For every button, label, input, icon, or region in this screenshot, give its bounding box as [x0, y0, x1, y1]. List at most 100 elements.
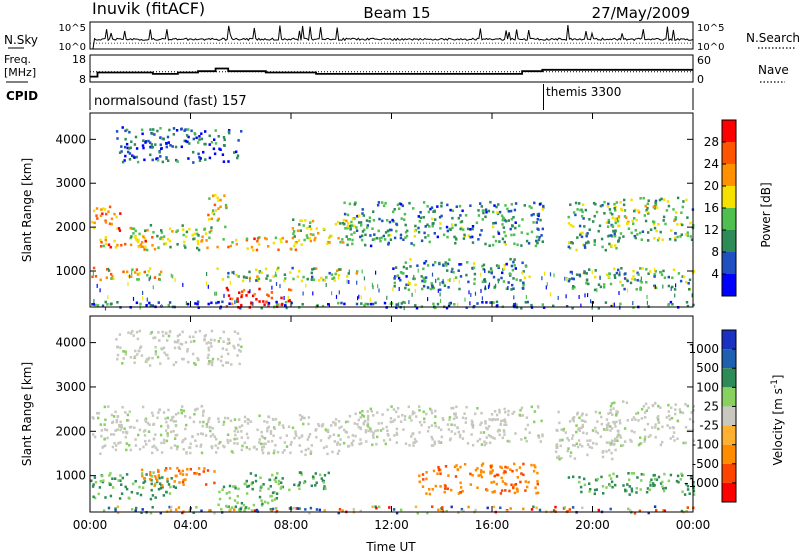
velocity-cell	[607, 422, 610, 425]
velocity-cell	[250, 509, 254, 512]
power-cell	[492, 235, 495, 239]
velocity-cell	[612, 443, 615, 446]
velocity-cell	[189, 451, 192, 455]
velocity-cell	[480, 469, 483, 472]
power-cell	[581, 210, 584, 214]
velocity-cell	[134, 509, 137, 512]
power-cell	[365, 219, 369, 222]
power-cell	[222, 136, 226, 139]
velocity-cell	[135, 419, 139, 422]
power-cell	[185, 235, 188, 238]
velocity-cell	[669, 473, 673, 477]
power-cell	[438, 261, 441, 265]
power-cell	[136, 278, 139, 281]
power-cell	[570, 241, 573, 244]
velocity-colorbar-swatch	[722, 387, 736, 407]
velocity-cell	[522, 473, 525, 477]
power-cell	[208, 218, 211, 221]
power-cell	[312, 233, 315, 237]
velocity-cell	[569, 454, 572, 458]
power-cell	[626, 222, 629, 225]
velocity-cell	[615, 414, 618, 417]
velocity-cell	[469, 483, 472, 486]
power-noise-cell	[639, 286, 641, 291]
power-noise-cell	[275, 282, 278, 286]
power-noise-cell	[484, 268, 486, 273]
power-cell	[204, 232, 208, 235]
velocity-cell	[114, 477, 117, 480]
power-cell	[604, 301, 608, 304]
power-cell	[646, 210, 649, 214]
power-cell	[227, 160, 230, 163]
velocity-cell	[392, 408, 396, 411]
power-cell	[171, 230, 174, 233]
velocity-cell	[217, 340, 220, 343]
power-cell	[405, 267, 408, 270]
velocity-cell	[238, 418, 241, 421]
velocity-cell	[230, 363, 233, 366]
power-cell	[186, 140, 189, 144]
power-cell	[521, 261, 524, 265]
power-cell	[403, 218, 406, 221]
power-cell	[684, 233, 688, 236]
power-cell	[211, 194, 215, 198]
velocity-cell	[439, 428, 443, 432]
power-cell	[102, 207, 105, 210]
velocity-cell	[615, 475, 619, 478]
velocity-cell	[495, 413, 499, 417]
velocity-cell	[258, 441, 261, 444]
velocity-cell	[464, 417, 468, 420]
velocity-cell	[484, 422, 487, 425]
power-cell	[126, 270, 129, 274]
power-cell	[681, 275, 684, 278]
velocity-cell	[118, 333, 122, 336]
power-cell	[400, 217, 403, 220]
power-cell	[412, 207, 415, 210]
velocity-cell	[642, 473, 645, 476]
velocity-cell	[274, 476, 278, 480]
nsearch-tick-bottom: 10^0	[697, 42, 724, 53]
velocity-cell	[328, 435, 332, 438]
power-cell	[585, 241, 588, 245]
velocity-cell	[210, 363, 214, 367]
velocity-cell	[194, 439, 197, 442]
velocity-cell	[178, 469, 181, 473]
power-cell	[541, 303, 544, 306]
power-cell	[180, 128, 183, 131]
velocity-cell	[372, 431, 375, 435]
velocity-cell	[491, 469, 494, 472]
power-cell	[93, 209, 96, 213]
velocity-cell	[649, 434, 652, 437]
power-cell	[151, 304, 155, 307]
velocity-cell	[628, 478, 631, 482]
velocity-cell	[124, 435, 127, 439]
velocity-cell	[350, 442, 353, 445]
power-cell	[216, 196, 219, 200]
power-cell	[346, 213, 350, 217]
velocity-cell	[470, 419, 474, 423]
velocity-cell	[172, 363, 175, 367]
power-cell	[500, 214, 504, 218]
velocity-cell	[397, 415, 400, 418]
power-cell	[455, 238, 458, 241]
power-cell	[644, 204, 647, 208]
velocity-cell	[426, 511, 429, 515]
velocity-cell	[152, 471, 155, 474]
power-cell	[120, 150, 123, 153]
power-cell	[579, 208, 582, 212]
power-cell	[372, 218, 376, 222]
power-noise-cell	[149, 275, 151, 280]
power-cell	[204, 158, 207, 161]
velocity-cell	[156, 416, 159, 420]
power-cell	[280, 296, 283, 300]
power-noise-cell	[338, 290, 340, 295]
velocity-cell	[298, 487, 301, 491]
velocity-cell	[673, 439, 676, 442]
power-noise-cell	[626, 288, 629, 293]
velocity-cell	[395, 441, 398, 444]
velocity-cell	[580, 426, 583, 430]
nave-tick-bottom: 0	[697, 73, 704, 86]
power-cell	[133, 235, 137, 239]
velocity-cell	[254, 479, 258, 483]
velocity-cell	[269, 430, 273, 433]
